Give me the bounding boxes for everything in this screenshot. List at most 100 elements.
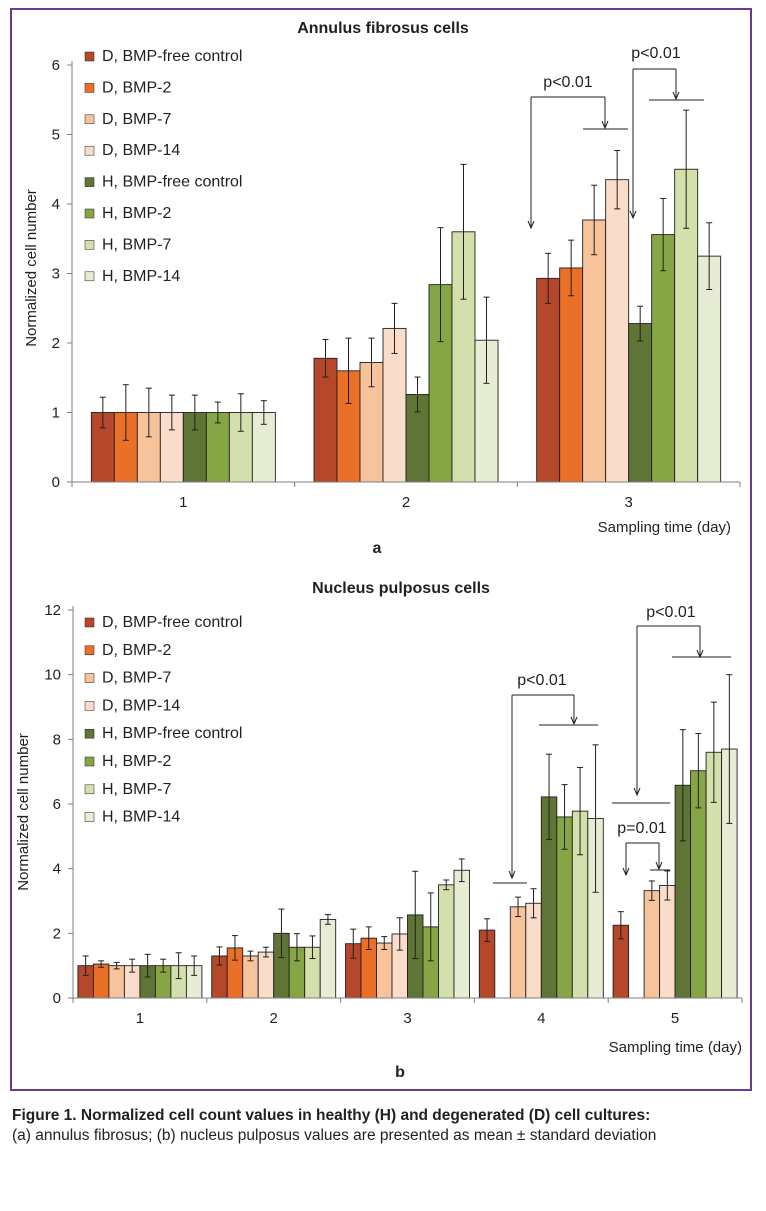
error-bar bbox=[168, 394, 175, 431]
arrow-head bbox=[655, 861, 663, 871]
legend: D, BMP-free control D, BMP-2 D, BMP-7 D, BM… bbox=[84, 48, 242, 285]
significance-label: p<0.01 bbox=[543, 74, 592, 91]
legend-swatch bbox=[84, 812, 95, 822]
bar bbox=[509, 906, 527, 999]
error-bar bbox=[568, 239, 575, 297]
chart-title: Annulus fibrosus cells bbox=[297, 20, 469, 37]
significance-annotations bbox=[493, 625, 731, 884]
legend-swatch bbox=[84, 114, 95, 125]
legend-swatch bbox=[84, 728, 95, 739]
error-bar bbox=[322, 339, 329, 378]
x-axis-label: Sampling time (day) bbox=[598, 519, 731, 536]
figure-frame bbox=[10, 8, 752, 1091]
significance-annotations bbox=[527, 68, 704, 230]
x-tick-label: 5 bbox=[671, 1010, 679, 1027]
caption-text: (a) annulus fibrosus; (b) nucleus pulpos… bbox=[12, 1127, 657, 1144]
error-bar bbox=[484, 918, 491, 942]
y-tick-label: 12 bbox=[44, 602, 61, 619]
legend-label: H, BMP-7 bbox=[102, 781, 171, 798]
chart-title: Nucleus pulposus cells bbox=[312, 580, 490, 597]
arrow-head bbox=[601, 120, 609, 130]
error-bar bbox=[391, 302, 398, 354]
error-bar bbox=[414, 376, 421, 413]
x-tick-label: 2 bbox=[270, 1010, 278, 1027]
error-bar bbox=[381, 936, 388, 950]
error-bar bbox=[113, 961, 120, 970]
caption-title: Figure 1. Normalized cell count values i… bbox=[12, 1107, 651, 1124]
legend: D, BMP-free control D, BMP-2 D, BMP-7 D, BM… bbox=[84, 614, 242, 826]
bar bbox=[242, 955, 259, 999]
y-axis-label: Normalized cell number bbox=[23, 189, 40, 347]
legend-label: H, BMP-free control bbox=[102, 174, 242, 191]
bar bbox=[582, 219, 607, 483]
annulus-fibrosus-chart: Annulus fibrosus cells 0 1 2 3 4 5 6 1 2 3 Sampling… bbox=[23, 20, 741, 557]
significance-label: p<0.01 bbox=[631, 45, 680, 62]
error-bar bbox=[460, 163, 467, 300]
y-tick-label: 3 bbox=[52, 266, 60, 283]
error-bar bbox=[175, 952, 182, 980]
error-bar bbox=[345, 337, 352, 404]
legend-swatch bbox=[84, 756, 95, 767]
legend-swatch bbox=[84, 83, 95, 93]
significance-bracket bbox=[622, 842, 670, 877]
legend-label: D, BMP-7 bbox=[102, 111, 171, 128]
error-bar bbox=[368, 337, 375, 388]
y-tick-label: 4 bbox=[53, 861, 61, 878]
error-bar bbox=[592, 744, 599, 893]
error-bar bbox=[262, 946, 269, 958]
significance-bracket bbox=[629, 68, 704, 220]
bar bbox=[697, 255, 722, 483]
legend-label: H, BMP-2 bbox=[102, 753, 171, 770]
bar bbox=[376, 942, 393, 999]
error-bar bbox=[260, 400, 267, 425]
bar bbox=[643, 890, 661, 999]
figure-caption: Figure 1. Normalized cell count values i… bbox=[12, 1106, 754, 1146]
y-tick-label: 4 bbox=[52, 196, 60, 213]
x-tick-label: 1 bbox=[136, 1010, 144, 1027]
y-tick-label: 8 bbox=[53, 731, 61, 748]
error-bar bbox=[617, 911, 624, 940]
y-tick-label: 0 bbox=[53, 990, 61, 1007]
bar bbox=[628, 323, 653, 483]
bar bbox=[92, 963, 110, 999]
bar bbox=[605, 179, 630, 483]
y-axis-label: Normalized cell number bbox=[15, 733, 32, 891]
error-bar bbox=[637, 305, 644, 342]
error-bar bbox=[145, 387, 152, 438]
error-bar bbox=[726, 674, 733, 824]
bar bbox=[559, 267, 584, 483]
error-bar bbox=[231, 935, 238, 961]
legend-swatch bbox=[84, 51, 95, 62]
error-bar bbox=[191, 955, 198, 976]
x-tick-label: 3 bbox=[403, 1010, 411, 1027]
significance-bracket bbox=[508, 694, 598, 880]
arrow-head bbox=[696, 649, 704, 659]
legend-swatch bbox=[84, 145, 95, 156]
error-bar bbox=[82, 955, 89, 976]
legend-swatch bbox=[84, 271, 95, 282]
arrow-head bbox=[508, 870, 516, 880]
error-bar bbox=[591, 184, 598, 256]
error-bar bbox=[614, 149, 621, 210]
legend-label: D, BMP-7 bbox=[102, 670, 171, 687]
legend-label: D, BMP-2 bbox=[102, 79, 171, 96]
arrow-head bbox=[633, 787, 641, 797]
x-tick-label: 2 bbox=[402, 494, 410, 511]
error-bar bbox=[412, 870, 419, 960]
error-bar bbox=[129, 958, 136, 973]
bar bbox=[659, 885, 676, 999]
y-tick-label: 5 bbox=[52, 127, 60, 144]
legend-swatch bbox=[84, 784, 95, 795]
error-bar bbox=[683, 109, 690, 229]
error-bar bbox=[214, 401, 221, 424]
y-tick-label: 6 bbox=[53, 796, 61, 813]
error-bar bbox=[350, 928, 357, 959]
error-bar bbox=[160, 958, 167, 973]
significance-label: p<0.01 bbox=[517, 672, 566, 689]
bar bbox=[536, 277, 561, 483]
error-bar bbox=[706, 222, 713, 290]
legend-label: H, BMP-14 bbox=[102, 268, 180, 285]
error-bar bbox=[247, 950, 254, 962]
legend-label: D, BMP-free control bbox=[102, 48, 242, 65]
